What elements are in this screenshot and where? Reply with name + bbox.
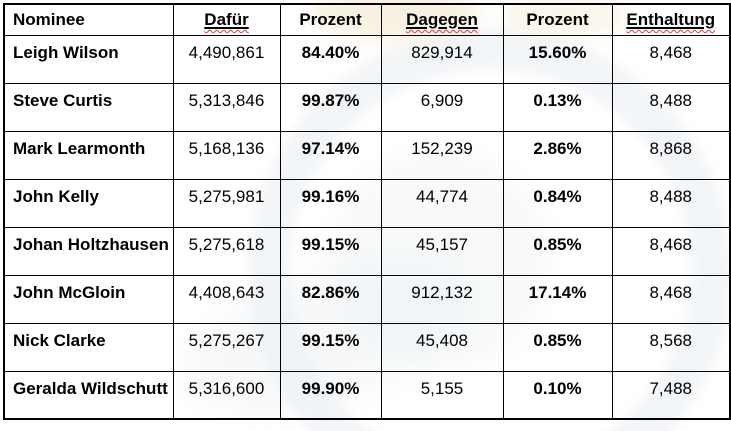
dafur-cell: 5,313,846 xyxy=(172,82,281,132)
nominee-cell: Nick Clarke xyxy=(3,322,174,372)
column-header-dafur-label: Dafür xyxy=(204,9,249,29)
enthaltung-cell: 8,468 xyxy=(611,274,731,324)
table-row: Geralda Wildschutt 5,316,600 99.90% 5,15… xyxy=(3,370,731,420)
column-header-nominee-label: Nominee xyxy=(13,9,85,29)
column-header-prozent-dagegen: Prozent xyxy=(502,3,613,36)
prozent-dafur-cell: 99.15% xyxy=(279,226,382,276)
dagegen-cell: 45,408 xyxy=(380,322,504,372)
prozent-dafur-cell: 99.15% xyxy=(279,322,382,372)
dafur-cell: 4,408,643 xyxy=(172,274,281,324)
nominee-cell: John McGloin xyxy=(3,274,174,324)
prozent-dafur-cell: 97.14% xyxy=(279,130,382,180)
nominee-cell: Steve Curtis xyxy=(3,82,174,132)
column-header-nominee: Nominee xyxy=(3,3,174,36)
column-header-dafur: Dafür xyxy=(172,3,281,36)
enthaltung-cell: 7,488 xyxy=(611,370,731,420)
table-row: John McGloin 4,408,643 82.86% 912,132 17… xyxy=(3,274,731,324)
column-header-dagegen-label: Dagegen xyxy=(406,9,478,29)
prozent-dagegen-cell: 15.60% xyxy=(502,34,613,84)
dagegen-cell: 912,132 xyxy=(380,274,504,324)
voting-results-table: Nominee Dafür Prozent Dagegen Prozent En… xyxy=(3,3,731,420)
nominee-cell: Mark Learmonth xyxy=(3,130,174,180)
dafur-cell: 5,168,136 xyxy=(172,130,281,180)
enthaltung-cell: 8,488 xyxy=(611,178,731,228)
prozent-dagegen-cell: 0.85% xyxy=(502,226,613,276)
table-row: Nick Clarke 5,275,267 99.15% 45,408 0.85… xyxy=(3,322,731,372)
nominee-cell: Leigh Wilson xyxy=(3,34,174,84)
prozent-dagegen-cell: 0.84% xyxy=(502,178,613,228)
prozent-dafur-cell: 99.16% xyxy=(279,178,382,228)
column-header-enthaltung: Enthaltung xyxy=(611,3,731,36)
enthaltung-cell: 8,488 xyxy=(611,82,731,132)
table-row: Mark Learmonth 5,168,136 97.14% 152,239 … xyxy=(3,130,731,180)
enthaltung-cell: 8,468 xyxy=(611,34,731,84)
dagegen-cell: 44,774 xyxy=(380,178,504,228)
column-header-dagegen: Dagegen xyxy=(380,3,504,36)
prozent-dagegen-cell: 0.13% xyxy=(502,82,613,132)
prozent-dagegen-cell: 17.14% xyxy=(502,274,613,324)
dagegen-cell: 152,239 xyxy=(380,130,504,180)
column-header-prozent-dafur-label: Prozent xyxy=(299,9,362,29)
prozent-dafur-cell: 99.90% xyxy=(279,370,382,420)
table-row: Johan Holtzhausen 5,275,618 99.15% 45,15… xyxy=(3,226,731,276)
column-header-prozent-dafur: Prozent xyxy=(279,3,382,36)
dagegen-cell: 45,157 xyxy=(380,226,504,276)
column-header-prozent-dagegen-label: Prozent xyxy=(526,9,589,29)
enthaltung-cell: 8,868 xyxy=(611,130,731,180)
prozent-dagegen-cell: 0.85% xyxy=(502,322,613,372)
prozent-dafur-cell: 82.86% xyxy=(279,274,382,324)
nominee-cell: John Kelly xyxy=(3,178,174,228)
dagegen-cell: 6,909 xyxy=(380,82,504,132)
nominee-cell: Johan Holtzhausen xyxy=(3,226,174,276)
dafur-cell: 5,275,981 xyxy=(172,178,281,228)
dafur-cell: 4,490,861 xyxy=(172,34,281,84)
table-row: Leigh Wilson 4,490,861 84.40% 829,914 15… xyxy=(3,34,731,84)
dafur-cell: 5,275,618 xyxy=(172,226,281,276)
column-header-enthaltung-label: Enthaltung xyxy=(626,9,716,29)
table-row: John Kelly 5,275,981 99.16% 44,774 0.84%… xyxy=(3,178,731,228)
enthaltung-cell: 8,468 xyxy=(611,226,731,276)
prozent-dagegen-cell: 0.10% xyxy=(502,370,613,420)
prozent-dafur-cell: 84.40% xyxy=(279,34,382,84)
dagegen-cell: 5,155 xyxy=(380,370,504,420)
dafur-cell: 5,316,600 xyxy=(172,370,281,420)
nominee-cell: Geralda Wildschutt xyxy=(3,370,174,420)
table-row: Steve Curtis 5,313,846 99.87% 6,909 0.13… xyxy=(3,82,731,132)
dafur-cell: 5,275,267 xyxy=(172,322,281,372)
prozent-dagegen-cell: 2.86% xyxy=(502,130,613,180)
header-row: Nominee Dafür Prozent Dagegen Prozent En… xyxy=(3,3,731,36)
enthaltung-cell: 8,568 xyxy=(611,322,731,372)
dagegen-cell: 829,914 xyxy=(380,34,504,84)
prozent-dafur-cell: 99.87% xyxy=(279,82,382,132)
